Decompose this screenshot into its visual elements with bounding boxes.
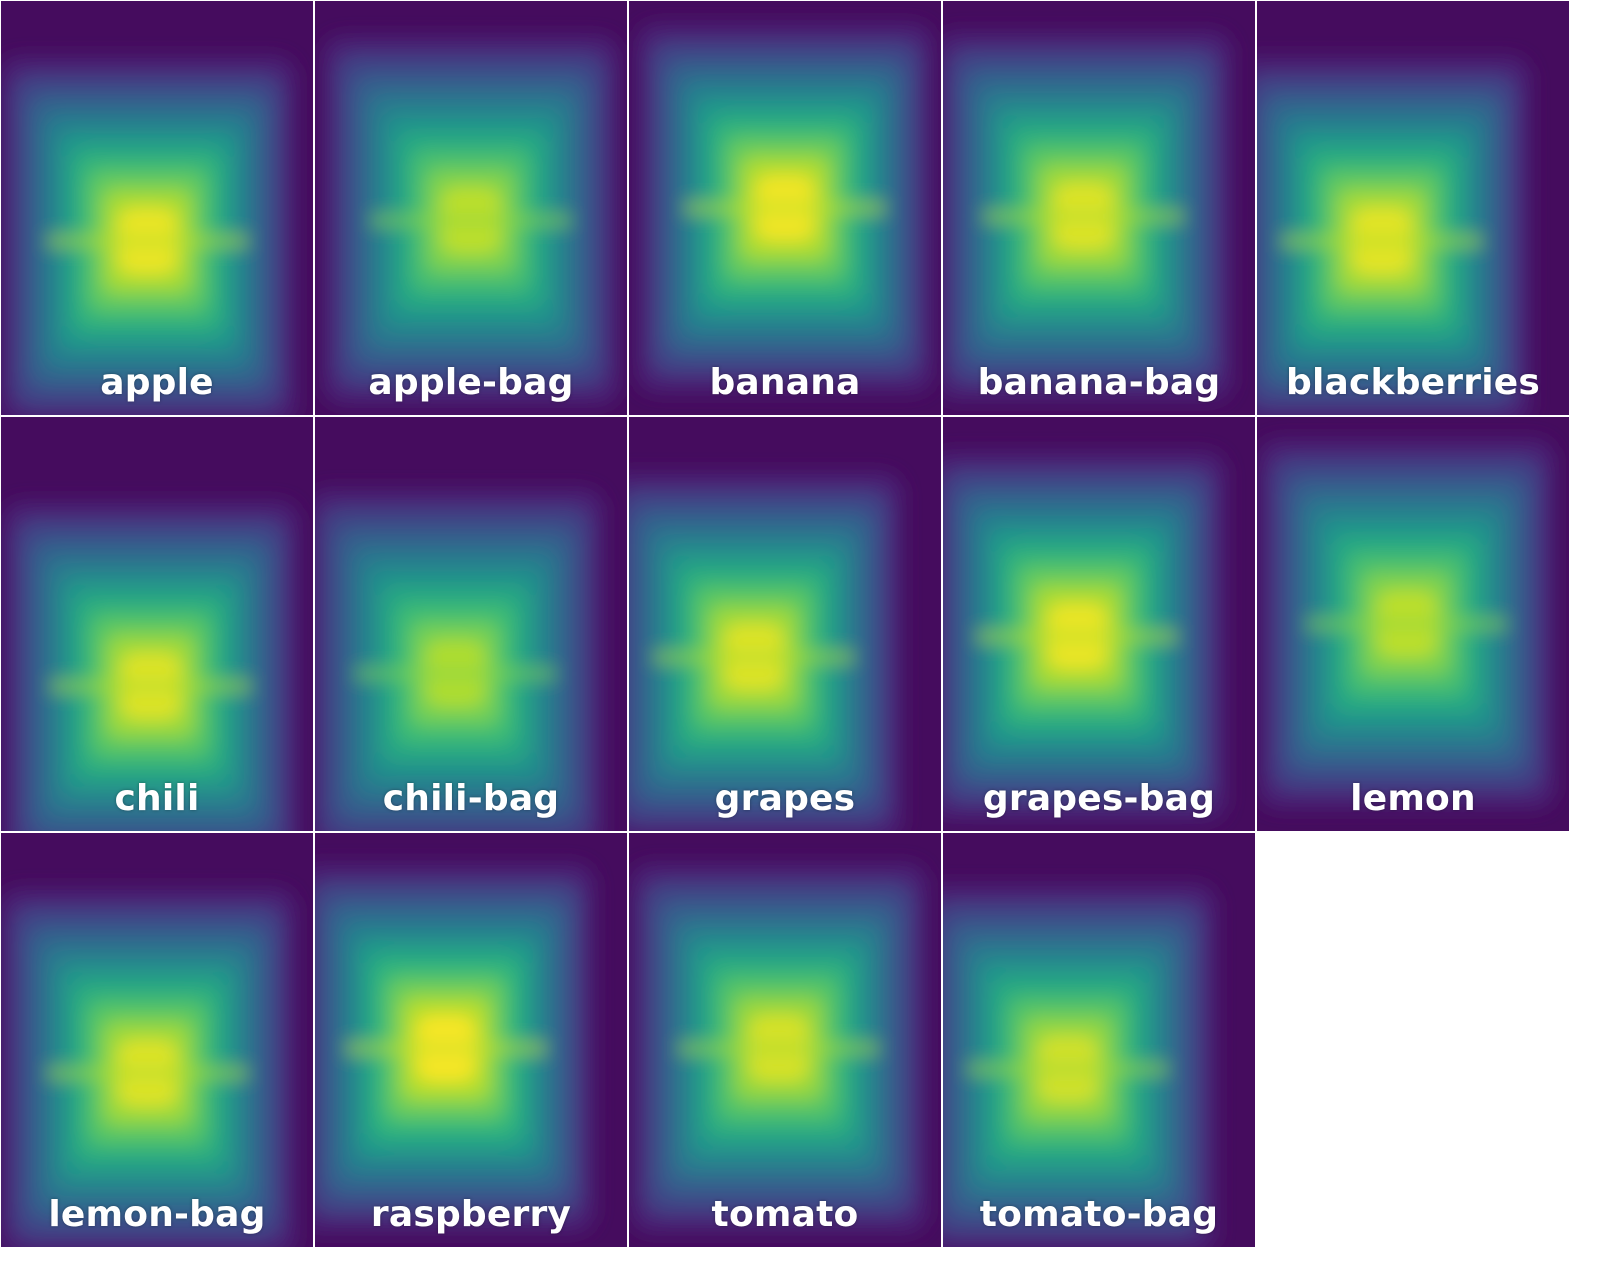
heatmap-image [315,833,627,1247]
heatmap-tile-blackberries: blackberries [1257,1,1569,415]
tile-label: apple [100,362,214,403]
heatmap-image [315,1,627,415]
heatmap-streak [977,630,1177,643]
heatmap-tile-apple: apple [1,1,313,415]
heatmap-image [315,417,627,831]
tile-label: banana-bag [977,362,1221,403]
tile-label: apple-bag [368,362,574,403]
heatmap-image [629,833,941,1247]
tile-label: grapes [714,778,856,819]
tile-label: grapes-bag [982,778,1216,819]
heatmap-image [629,1,941,415]
heatmap-streak [346,1042,546,1055]
heatmap-streak [983,210,1184,223]
heatmap-streak [1306,618,1507,630]
heatmap-image [1,1,313,415]
heatmap-image [1,417,313,831]
tile-label: banana [709,362,861,403]
heatmap-image [943,1,1255,415]
tile-label: chili-bag [382,778,560,819]
heatmap-streak [47,235,248,248]
heatmap-streak [685,202,885,214]
tile-label: blackberries [1286,362,1540,403]
heatmap-tile-banana: banana [629,1,941,415]
heatmap-streak [47,1067,248,1080]
heatmap-streak [678,1042,879,1055]
tile-label: chili [114,778,200,819]
tile-label: raspberry [370,1194,572,1235]
heatmap-tile-grapes: grapes [629,417,941,831]
tile-label: tomato [711,1194,859,1235]
heatmap-streak [968,1063,1168,1075]
tile-label: lemon [1350,778,1476,819]
heatmap-streak [371,214,571,227]
heatmap-tile-chili-bag: chili-bag [315,417,627,831]
heatmap-tile-tomato: tomato [629,833,941,1247]
heatmap-streak [355,667,556,680]
heatmap-tile-tomato-bag: tomato-bag [943,833,1255,1247]
heatmap-image [1257,1,1569,415]
heatmap-tile-apple-bag: apple-bag [315,1,627,415]
heatmap-tile-chili: chili [1,417,313,831]
tile-label: lemon-bag [48,1194,266,1235]
heatmap-image [943,833,1255,1247]
heatmap-image [943,417,1255,831]
heatmap-tile-lemon-bag: lemon-bag [1,833,313,1247]
heatmap-tile-raspberry: raspberry [315,833,627,1247]
heatmap-tile-lemon: lemon [1257,417,1569,831]
heatmap-image [1257,417,1569,831]
heatmap-streak [1282,235,1482,248]
heatmap-image [1,833,313,1247]
heatmap-streak [654,651,854,664]
heatmap-tile-grapes-bag: grapes-bag [943,417,1255,831]
heatmap-image [629,417,941,831]
heatmap-tile-banana-bag: banana-bag [943,1,1255,415]
tile-label: tomato-bag [979,1194,1219,1235]
heatmap-streak [50,680,251,693]
